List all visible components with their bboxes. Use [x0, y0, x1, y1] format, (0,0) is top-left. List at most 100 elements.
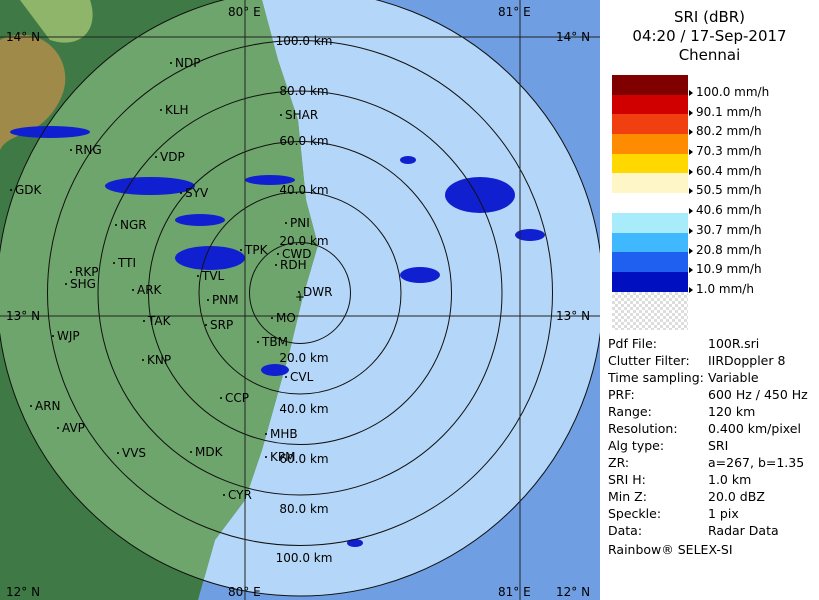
highland [20, 0, 93, 43]
place-dot [271, 317, 273, 319]
graticule-label: 14° N [556, 30, 590, 44]
place-dot [220, 397, 222, 399]
info-panel: SRI (dBR) 04:20 / 17-Sep-2017 Chennai 10… [600, 0, 819, 600]
legend-label: 50.5 mm/h [689, 183, 762, 198]
legend-label: 40.6 mm/h [689, 203, 762, 218]
place-label: NDP [175, 56, 200, 70]
place-dot [265, 456, 267, 458]
place-label: KLH [165, 103, 189, 117]
graticule-label: 14° N [6, 30, 40, 44]
land-in-range [0, 0, 318, 596]
place-dot [70, 271, 72, 273]
no-data-swatch [612, 292, 688, 330]
place-label: CYR [228, 488, 252, 502]
rain-echo [400, 156, 416, 164]
place-dot [205, 324, 207, 326]
place-label: SRP [210, 318, 233, 332]
info-key: Pdf File: [608, 336, 657, 351]
place-dot [197, 275, 199, 277]
place-label: DWR [303, 285, 332, 299]
range-ring [148, 141, 452, 445]
site-name: Chennai [678, 46, 741, 64]
map-labels: 14° N 14° N 80° E 81° E 13° N 13° N 12° N 12° N… [6, 5, 590, 599]
rain-echo [175, 246, 245, 270]
place-dot [280, 114, 282, 116]
graticule-label: 13° N [556, 309, 590, 323]
info-key: ZR: [608, 455, 630, 470]
legend-label: 60.4 mm/h [689, 163, 762, 178]
range-label: 40.0 km [279, 183, 328, 197]
legend-swatch [612, 193, 688, 213]
place-label: MHB [270, 427, 298, 441]
range-label: 40.0 km [279, 402, 328, 416]
info-key: SRI H: [608, 472, 646, 487]
range-label: 80.0 km [279, 84, 328, 98]
place-label: VDP [160, 150, 185, 164]
place-label: VVS [122, 446, 146, 460]
info-key: PRF: [608, 387, 635, 402]
info-key: Resolution: [608, 421, 678, 436]
place-label: TAK [147, 314, 172, 328]
place-dot [142, 359, 144, 361]
range-label: 20.0 km [279, 351, 328, 365]
place-label: PNM [212, 293, 239, 307]
info-value: 600 Hz / 450 Hz [708, 387, 808, 402]
place-label: NGR [120, 218, 147, 232]
legend-swatch [612, 153, 688, 174]
info-key: Min Z: [608, 489, 647, 504]
range-label: 100.0 km [276, 551, 333, 565]
place-dot [143, 320, 145, 322]
info-value: a=267, b=1.35 [708, 455, 805, 470]
place-label: AVP [62, 421, 85, 435]
place-dot [275, 264, 277, 266]
graticule [0, 0, 600, 600]
legend-label: 20.8 mm/h [689, 242, 762, 257]
place-dot [30, 405, 32, 407]
place-label: CVL [290, 370, 314, 384]
range-rings [0, 0, 600, 597]
place-label: TVL [201, 269, 225, 283]
place-label: RNG [75, 143, 102, 157]
radar-map: + 14° N 14° N 80° E 81° E 13° N 13° N 12° N 12°… [0, 0, 600, 600]
place-dot [265, 433, 267, 435]
place-label: SHAR [285, 108, 318, 122]
place-dot [155, 156, 157, 158]
timestamp: 04:20 / 17-Sep-2017 [632, 27, 787, 45]
place-label: GDK [15, 183, 43, 197]
place-dot [57, 427, 59, 429]
info-value: Radar Data [708, 523, 779, 538]
info-value: 20.0 dBZ [708, 489, 765, 504]
legend-label: 90.1 mm/h [689, 104, 762, 119]
legend-swatch [612, 271, 688, 292]
place-dot [132, 289, 134, 291]
legend-swatch [612, 252, 688, 272]
info-value: IIRDoppler 8 [708, 353, 786, 368]
range-ring [97, 90, 503, 496]
place-label: SYV [185, 186, 209, 200]
radar-site-marker: + [295, 290, 305, 304]
range-label: 80.0 km [279, 502, 328, 516]
rain-echo [445, 177, 515, 213]
legend-label: 70.3 mm/h [689, 144, 762, 159]
info-key: Time sampling: [608, 370, 704, 385]
range-label: 60.0 km [279, 452, 328, 466]
place-dot [70, 149, 72, 151]
place-label: ARK [137, 283, 163, 297]
rain-echo [400, 267, 440, 283]
legend-label: 30.7 mm/h [689, 222, 762, 237]
rain-echo [175, 214, 225, 226]
info-value: Variable [708, 370, 759, 385]
place-dot [117, 452, 119, 454]
range-label: 100.0 km [276, 34, 333, 48]
place-label: CCP [225, 391, 249, 405]
graticule-label: 80° E [228, 5, 261, 19]
footer: Rainbow® SELEX-SI [608, 542, 733, 557]
graticule-label: 12° N [6, 585, 40, 599]
place-label: TBM [261, 335, 288, 349]
legend-swatch [612, 173, 688, 194]
place-dot [277, 253, 279, 255]
graticule-label: 81° E [498, 5, 531, 19]
place-dot [285, 376, 287, 378]
place-dot [240, 249, 242, 251]
range-ring [0, 0, 600, 597]
